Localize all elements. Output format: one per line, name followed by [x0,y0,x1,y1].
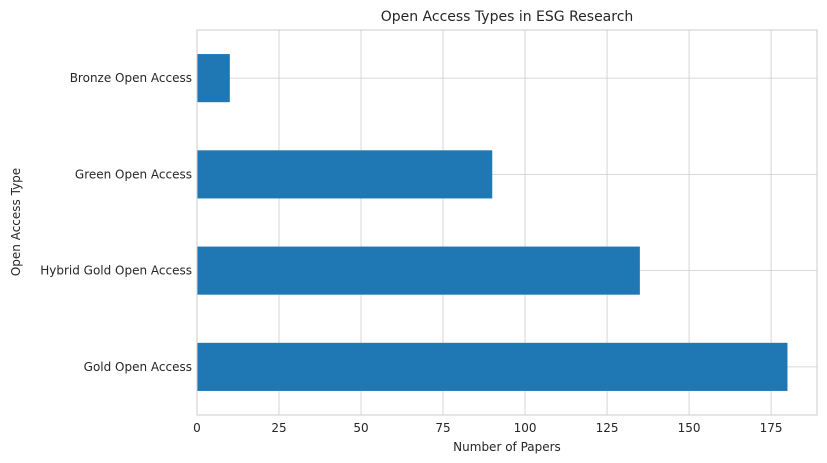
y-tick-label: Bronze Open Access [70,71,192,85]
y-tick-label: Green Open Access [75,167,192,181]
y-axis-label: Open Access Type [9,168,23,276]
bars [197,54,788,391]
chart-title: Open Access Types in ESG Research [381,9,634,25]
x-axis-label: Number of Papers [453,440,561,454]
y-tick-label: Gold Open Access [84,360,192,374]
x-tick-label: 25 [271,421,286,435]
x-tick-label: 75 [435,421,450,435]
x-tick-label: 50 [353,421,368,435]
plot-frame [196,29,818,416]
bar [197,342,788,391]
x-tick-label: 0 [193,421,201,435]
x-tick-label: 175 [760,421,783,435]
bar [197,150,493,199]
x-tick-label: 150 [678,421,701,435]
bar [197,54,230,103]
x-tick-label: 100 [514,421,537,435]
bar [197,246,640,295]
tick-labels: 0 25 50 75 100 125 150 175 Gold Open Access Hybri… [40,71,782,435]
y-tick-label: Hybrid Gold Open Access [40,264,192,278]
x-tick-label: 125 [596,421,619,435]
